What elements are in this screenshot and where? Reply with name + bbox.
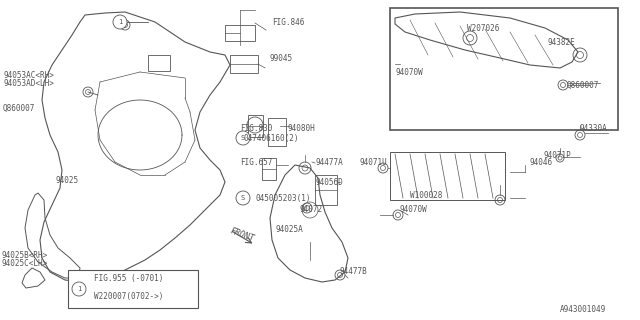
Text: 94080H: 94080H (288, 124, 316, 132)
Text: 047406160(2): 047406160(2) (243, 133, 298, 142)
Text: 94025A: 94025A (275, 226, 303, 235)
Text: Q860007: Q860007 (3, 103, 35, 113)
Text: 94477A: 94477A (316, 157, 344, 166)
Circle shape (72, 282, 86, 296)
Text: W100028: W100028 (410, 190, 442, 199)
Text: 94072: 94072 (300, 205, 323, 214)
Text: 94071U: 94071U (360, 157, 388, 166)
Text: 94025B<RH>: 94025B<RH> (2, 251, 48, 260)
Text: S: S (241, 195, 245, 201)
Bar (268, 118, 286, 146)
Text: 94330A: 94330A (580, 124, 608, 132)
Bar (390, 8, 618, 130)
Text: 94382E: 94382E (548, 37, 576, 46)
Bar (148, 55, 170, 71)
Text: W220007(0702->): W220007(0702->) (94, 292, 163, 300)
Bar (68, 270, 198, 308)
Text: W207026: W207026 (467, 23, 499, 33)
Text: 94070W: 94070W (395, 68, 423, 76)
Circle shape (236, 191, 250, 205)
Text: 045005203(1): 045005203(1) (255, 194, 310, 203)
Bar (230, 55, 258, 73)
Text: FIG.830: FIG.830 (240, 124, 273, 132)
Text: 94477B: 94477B (340, 268, 368, 276)
Text: 94046: 94046 (530, 157, 553, 166)
Text: 94025C<LH>: 94025C<LH> (2, 259, 48, 268)
Text: A943001049: A943001049 (560, 306, 606, 315)
Text: 94025: 94025 (55, 175, 78, 185)
Text: 94053AC<RH>: 94053AC<RH> (3, 70, 54, 79)
Circle shape (113, 15, 127, 29)
Text: FRONT: FRONT (228, 227, 255, 244)
Circle shape (236, 131, 250, 145)
Text: FIG.657: FIG.657 (240, 157, 273, 166)
Bar (262, 158, 276, 180)
Text: 1: 1 (77, 286, 81, 292)
Text: FIG.955 (-0701): FIG.955 (-0701) (94, 275, 163, 284)
Text: 94056D: 94056D (316, 178, 344, 187)
Bar (315, 175, 337, 205)
Text: 94053AD<LH>: 94053AD<LH> (3, 78, 54, 87)
Text: FIG.846: FIG.846 (272, 18, 305, 27)
Text: 94070W: 94070W (400, 205, 428, 214)
Text: 1: 1 (118, 19, 122, 25)
Bar (248, 115, 263, 137)
Text: S: S (241, 135, 245, 141)
Bar (225, 25, 255, 41)
Bar (390, 152, 505, 200)
Text: 99045: 99045 (270, 53, 293, 62)
Text: 94071P: 94071P (543, 150, 571, 159)
Text: Q860007: Q860007 (567, 81, 600, 90)
